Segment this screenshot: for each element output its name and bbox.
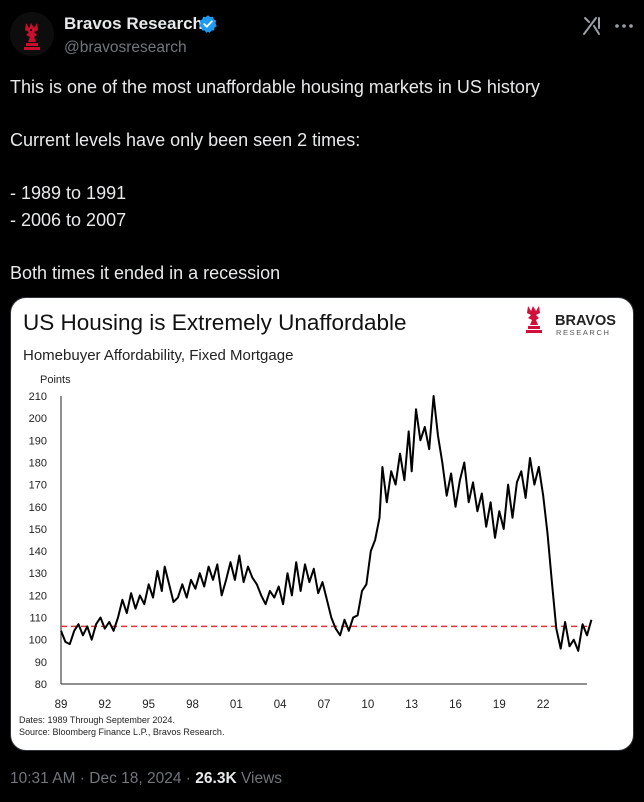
y-tick-label: 190 xyxy=(29,435,47,447)
x-tick-label: 07 xyxy=(318,699,331,711)
x-tick-label: 19 xyxy=(493,699,506,711)
series-line xyxy=(60,395,593,652)
verified-badge-icon xyxy=(199,15,217,33)
tweet-date[interactable]: Dec 18, 2024 xyxy=(89,770,182,787)
tweet-line: - 2006 to 2007 xyxy=(10,209,127,230)
tweet-text: This is one of the most unaffordable hou… xyxy=(10,74,630,286)
x-tick-label: 01 xyxy=(230,699,243,711)
knight-logo-icon xyxy=(10,12,54,56)
x-tick-label: 10 xyxy=(361,699,374,711)
x-tick-label: 22 xyxy=(537,699,550,711)
handle[interactable]: @bravosresearch xyxy=(64,39,187,56)
y-axis: 80 90 100 110 120 130 140 150 160 170 180 190 200 210 xyxy=(29,391,47,691)
x-tick-label: 95 xyxy=(142,699,155,711)
y-tick-label: 80 xyxy=(35,679,47,691)
meta-separator: · xyxy=(75,770,90,787)
y-tick-label: 210 xyxy=(29,391,47,403)
y-tick-label: 170 xyxy=(29,480,47,492)
tweet-meta: 10:31 AM · Dec 18, 2024 · 26.3K Views xyxy=(10,770,282,788)
tweet-line: Current levels have only been seen 2 tim… xyxy=(10,130,361,150)
x-tick-label: 89 xyxy=(55,699,68,711)
brand-logo-icon xyxy=(526,306,542,333)
brand-name: BRAVOS xyxy=(555,313,616,329)
meta-separator: · xyxy=(181,770,196,787)
footnote-dates: Dates: 1989 Through September 2024. xyxy=(19,715,175,725)
tweet-time[interactable]: 10:31 AM xyxy=(10,770,76,787)
y-tick-label: 180 xyxy=(29,457,47,469)
footnote-source: Source: Bloomberg Finance L.P., Bravos R… xyxy=(19,727,224,737)
tweet-header: Bravos Research @bravosresearch xyxy=(0,0,644,70)
y-tick-label: 130 xyxy=(29,568,47,580)
tweet-line: This is one of the most unaffordable hou… xyxy=(10,77,540,97)
views-label: Views xyxy=(236,770,283,787)
x-tick-label: 04 xyxy=(274,699,287,711)
y-tick-label: 90 xyxy=(35,657,47,669)
x-axis: 89 92 95 98 01 04 07 10 13 16 19 22 xyxy=(55,699,550,711)
views-count: 26.3K xyxy=(195,770,237,787)
chart-subtitle: Homebuyer Affordability, Fixed Mortgage xyxy=(23,347,293,364)
brand-subtitle: RESEARCH xyxy=(556,328,610,337)
grok-icon[interactable] xyxy=(580,14,604,38)
y-tick-label: 100 xyxy=(29,635,47,647)
display-name[interactable]: Bravos Research xyxy=(64,14,203,33)
y-tick-label: 150 xyxy=(29,524,47,536)
y-axis-label: Points xyxy=(40,374,71,386)
y-tick-label: 160 xyxy=(29,502,47,514)
y-tick-label: 120 xyxy=(29,590,47,602)
chart-title: US Housing is Extremely Unaffordable xyxy=(23,310,407,335)
chart: US Housing is Extremely Unaffordable Hom… xyxy=(19,306,616,737)
avatar[interactable] xyxy=(10,12,54,56)
y-tick-label: 140 xyxy=(29,546,47,558)
chart-image[interactable]: US Housing is Extremely Unaffordable Hom… xyxy=(10,297,634,751)
y-tick-label: 200 xyxy=(29,413,47,425)
x-tick-label: 92 xyxy=(98,699,111,711)
more-options-icon[interactable] xyxy=(612,14,636,38)
x-tick-label: 98 xyxy=(186,699,199,711)
tweet-line: - 1989 to 1991 xyxy=(10,183,127,203)
tweet-line: Both times it ended in a recession xyxy=(10,262,281,283)
x-tick-label: 16 xyxy=(449,699,462,711)
y-tick-label: 110 xyxy=(29,613,47,625)
x-tick-label: 13 xyxy=(405,699,418,711)
